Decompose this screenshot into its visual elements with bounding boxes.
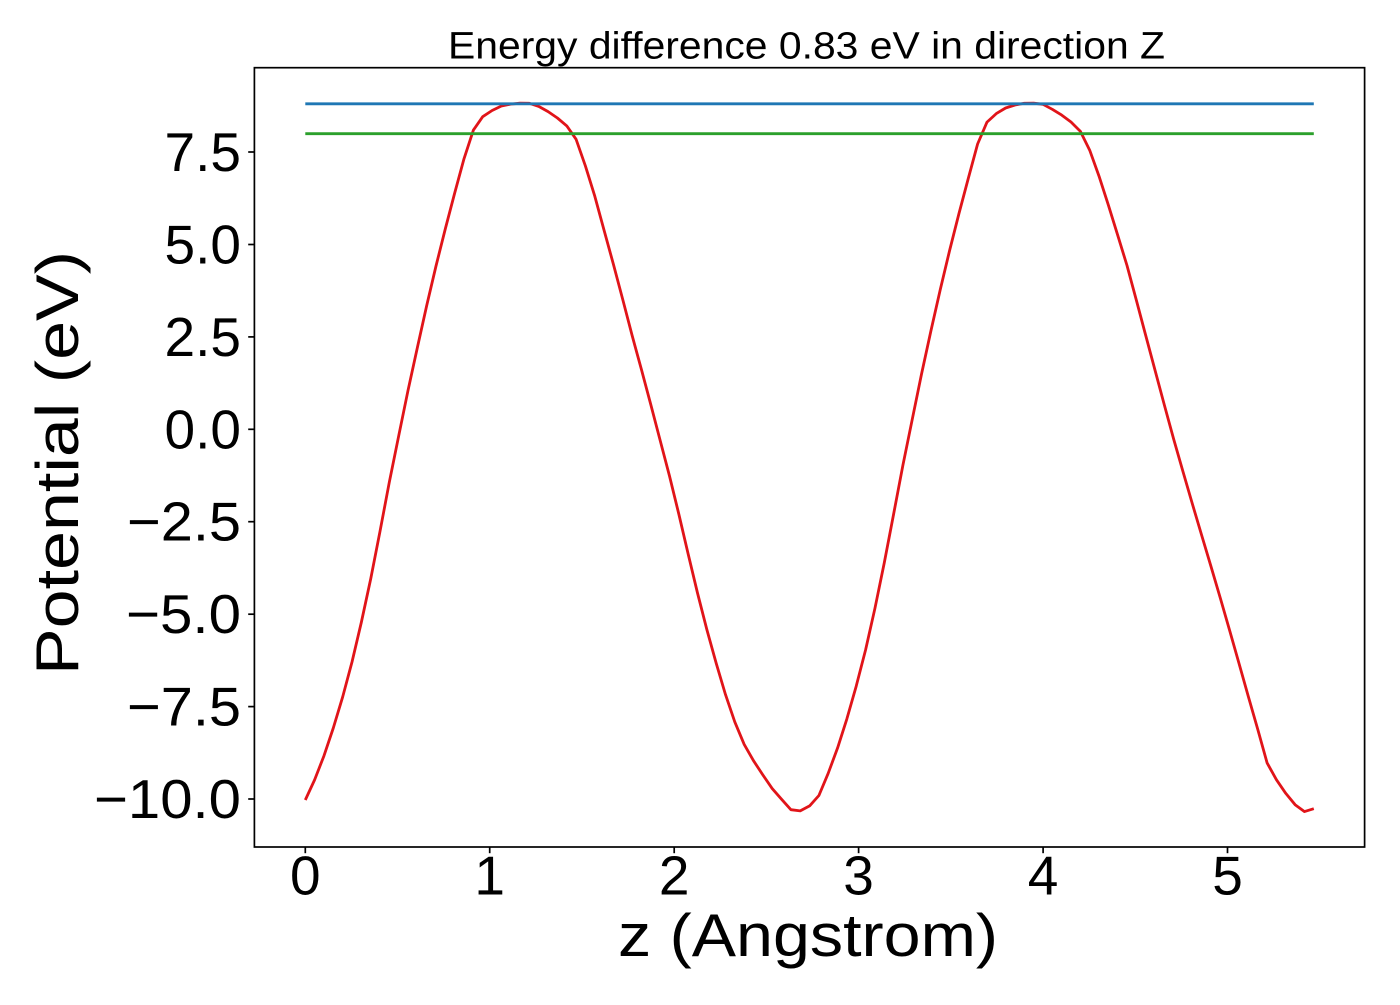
svg-text:−2.5: −2.5: [127, 491, 241, 553]
svg-text:Potential (eV): Potential (eV): [24, 251, 91, 675]
svg-text:z (Angstrom): z (Angstrom): [618, 902, 998, 969]
svg-text:3: 3: [843, 845, 874, 907]
svg-text:5.0: 5.0: [165, 214, 241, 276]
svg-text:Energy difference 0.83 eV in d: Energy difference 0.83 eV in direction Z: [448, 25, 1165, 68]
svg-text:0.0: 0.0: [165, 398, 241, 460]
svg-text:2.5: 2.5: [165, 306, 241, 368]
svg-text:−5.0: −5.0: [126, 583, 241, 645]
svg-text:−10.0: −10.0: [94, 768, 241, 830]
svg-text:5: 5: [1212, 845, 1243, 907]
svg-text:2: 2: [659, 845, 690, 907]
svg-text:1: 1: [474, 845, 505, 907]
svg-text:−7.5: −7.5: [127, 676, 241, 738]
svg-text:0: 0: [290, 845, 321, 907]
svg-text:4: 4: [1028, 845, 1059, 907]
svg-text:7.5: 7.5: [165, 121, 241, 183]
